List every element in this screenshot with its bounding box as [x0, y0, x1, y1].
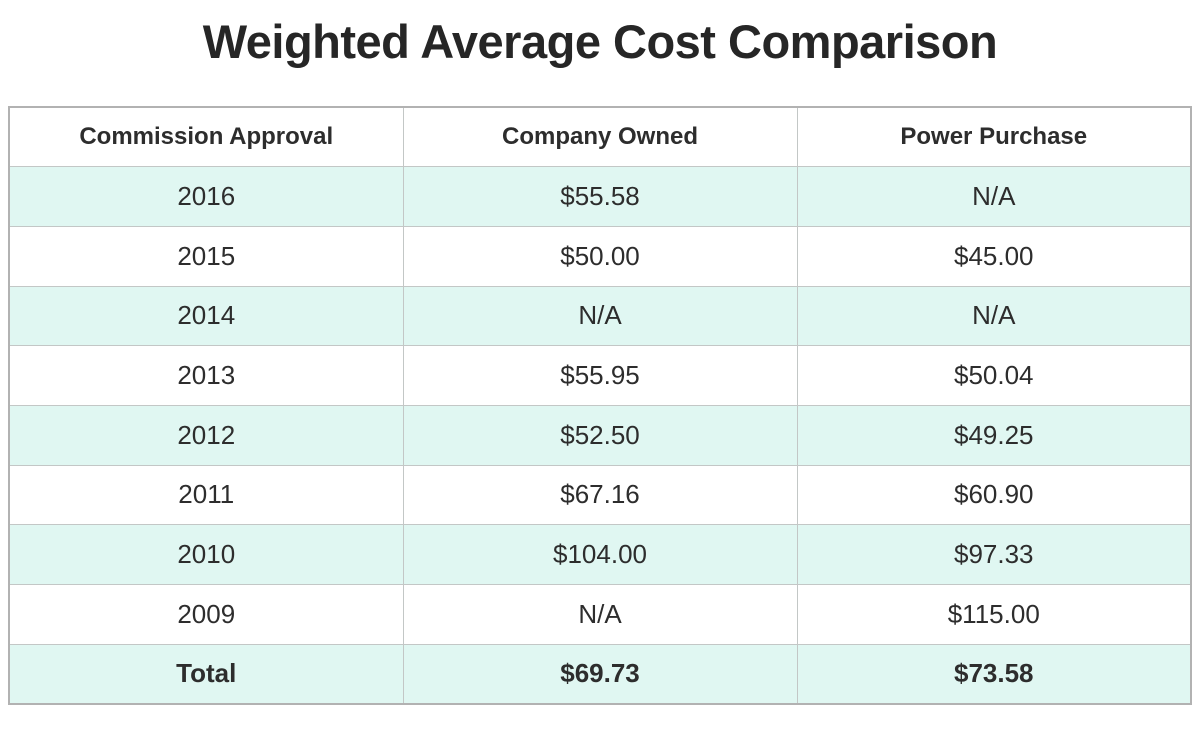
table-row-2012: 2012 $52.50 $49.25 — [8, 404, 1192, 466]
company-owned-cell: N/A — [402, 285, 798, 347]
total-power-purchase-cell: $73.58 — [796, 643, 1192, 705]
table-row-2014: 2014 N/A N/A — [8, 285, 1192, 347]
table-row-2010: 2010 $104.00 $97.33 — [8, 524, 1192, 585]
year-cell: 2011 — [8, 464, 404, 526]
table-row-2011: 2011 $67.16 $60.90 — [8, 464, 1192, 526]
power-purchase-cell: N/A — [796, 285, 1192, 347]
year-cell: 2013 — [8, 345, 404, 406]
company-owned-cell: $50.00 — [402, 225, 798, 287]
power-purchase-cell: $97.33 — [796, 524, 1192, 585]
power-purchase-cell: $49.25 — [796, 404, 1192, 466]
company-owned-cell: $52.50 — [402, 404, 798, 466]
year-cell: 2016 — [8, 166, 404, 227]
power-purchase-cell: $60.90 — [796, 464, 1192, 526]
company-owned-cell: $55.95 — [402, 345, 798, 406]
cost-comparison-table: Commission Approval Company Owned Power … — [8, 105, 1192, 705]
table-row-2015: 2015 $50.00 $45.00 — [8, 225, 1192, 287]
power-purchase-cell: $115.00 — [796, 583, 1192, 645]
page-title: Weighted Average Cost Comparison — [202, 15, 998, 68]
table-row-2016: 2016 $55.58 N/A — [8, 166, 1192, 227]
company-owned-cell: $104.00 — [402, 524, 798, 585]
table-header-row: Commission Approval Company Owned Power … — [8, 106, 1192, 168]
year-cell: 2009 — [8, 583, 404, 645]
table-row-2013: 2013 $55.95 $50.04 — [8, 345, 1192, 406]
year-cell: 2015 — [8, 225, 404, 287]
table-row-total: Total $69.73 $73.58 — [8, 643, 1192, 705]
year-cell: 2010 — [8, 524, 404, 585]
company-owned-cell: $67.16 — [402, 464, 798, 526]
total-label-cell: Total — [8, 643, 404, 705]
total-company-owned-cell: $69.73 — [402, 643, 798, 705]
year-cell: 2014 — [8, 285, 404, 347]
column-header-commission-approval: Commission Approval — [8, 106, 404, 168]
power-purchase-cell: $45.00 — [796, 225, 1192, 287]
column-header-power-purchase: Power Purchase — [796, 106, 1192, 168]
company-owned-cell: $55.58 — [402, 166, 798, 227]
power-purchase-cell: N/A — [796, 166, 1192, 227]
power-purchase-cell: $50.04 — [796, 345, 1192, 406]
table-row-2009: 2009 N/A $115.00 — [8, 583, 1192, 645]
company-owned-cell: N/A — [402, 583, 798, 645]
year-cell: 2012 — [8, 404, 404, 466]
column-header-company-owned: Company Owned — [402, 106, 798, 168]
